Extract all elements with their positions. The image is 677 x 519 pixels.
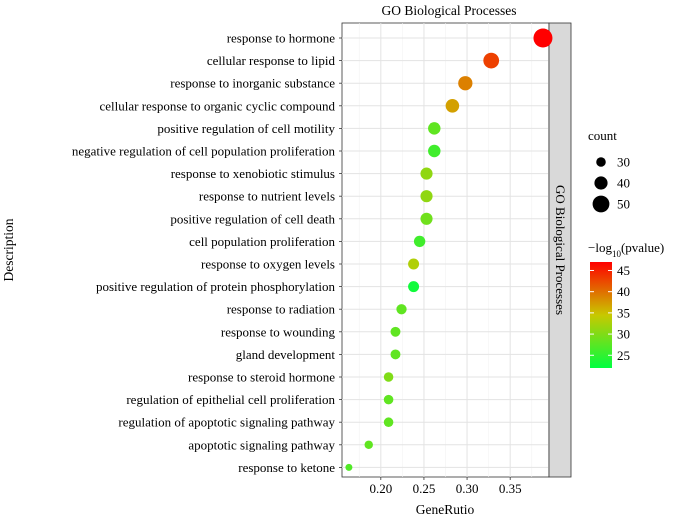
data-point <box>420 167 433 180</box>
y-tick-label: response to inorganic substance <box>170 76 335 91</box>
size-legend-label: 50 <box>617 197 630 212</box>
y-tick-label: response to hormone <box>227 31 336 46</box>
data-point <box>390 349 401 360</box>
y-tick-label: regulation of apoptotic signaling pathwa… <box>118 415 335 430</box>
color-legend-label: 35 <box>617 305 630 320</box>
data-point <box>413 235 426 248</box>
data-points <box>345 28 553 471</box>
size-legend-key <box>594 176 608 190</box>
y-tick-label: positive regulation of cell motility <box>157 121 335 136</box>
y-tick-label: response to ketone <box>238 460 335 475</box>
y-axis-labels: response to hormone cellular response to … <box>72 31 342 475</box>
data-point <box>383 417 394 427</box>
y-tick-label: positive regulation of protein phosphory… <box>96 279 336 294</box>
x-tick-label: 0.35 <box>499 481 522 496</box>
size-legend-key <box>596 157 606 167</box>
x-tick-label: 0.30 <box>456 481 479 496</box>
y-tick-label: apoptotic signaling pathway <box>188 437 335 452</box>
data-point <box>458 76 473 91</box>
grid <box>342 23 549 477</box>
data-point <box>408 258 420 270</box>
x-axis-label: GeneRutio <box>416 502 475 517</box>
data-point <box>396 304 407 315</box>
color-legend: −log10(pvalue) 25 30 35 40 45 <box>588 240 664 368</box>
data-point <box>408 281 420 293</box>
size-legend-label: 40 <box>617 176 630 191</box>
color-legend-label: 40 <box>617 284 630 299</box>
x-axis: 0.20 0.25 0.30 0.35 <box>369 477 522 496</box>
y-axis-label: Description <box>1 218 16 281</box>
x-tick-label: 0.25 <box>413 481 436 496</box>
data-point <box>445 99 460 113</box>
chart-title: GO Biological Processes <box>382 3 517 18</box>
data-point <box>364 440 373 450</box>
y-tick-label: positive regulation of cell death <box>170 211 335 226</box>
data-point <box>428 144 441 158</box>
color-bar <box>590 262 612 368</box>
y-tick-label: response to xenobiotic stimulus <box>171 166 335 181</box>
data-point <box>420 212 433 225</box>
y-tick-label: cell population proliferation <box>189 234 335 249</box>
y-tick-label: cellular response to organic cyclic comp… <box>100 98 336 113</box>
data-point <box>483 52 500 69</box>
color-legend-label: 45 <box>617 263 630 278</box>
y-tick-label: response to steroid hormone <box>188 370 335 385</box>
data-point <box>383 394 394 405</box>
size-legend-label: 30 <box>617 155 630 170</box>
y-tick-label: regulation of epithelial cell proliferat… <box>126 392 335 407</box>
data-point <box>390 326 401 337</box>
y-tick-label: gland development <box>236 347 336 362</box>
y-tick-label: response to nutrient levels <box>199 189 335 204</box>
y-tick-label: response to oxygen levels <box>201 257 335 272</box>
facet-label: GO Biological Processes <box>553 185 568 315</box>
color-legend-label: 25 <box>617 348 630 363</box>
size-legend: count 30 40 50 <box>588 128 630 213</box>
data-point <box>383 372 394 382</box>
y-tick-label: response to wounding <box>221 324 336 339</box>
color-legend-label: 30 <box>617 327 630 342</box>
size-legend-key <box>592 195 610 213</box>
y-tick-label: negative regulation of cell population p… <box>72 144 336 159</box>
facet-strip <box>548 22 572 478</box>
size-legend-title: count <box>588 128 617 143</box>
x-tick-label: 0.20 <box>369 481 392 496</box>
y-tick-label: response to radiation <box>227 302 336 317</box>
data-point <box>533 28 553 48</box>
data-point <box>345 463 353 471</box>
y-tick-label: cellular response to lipid <box>207 53 336 68</box>
data-point <box>428 122 441 135</box>
color-legend-title: −log10(pvalue) <box>588 240 664 259</box>
data-point <box>420 190 433 203</box>
